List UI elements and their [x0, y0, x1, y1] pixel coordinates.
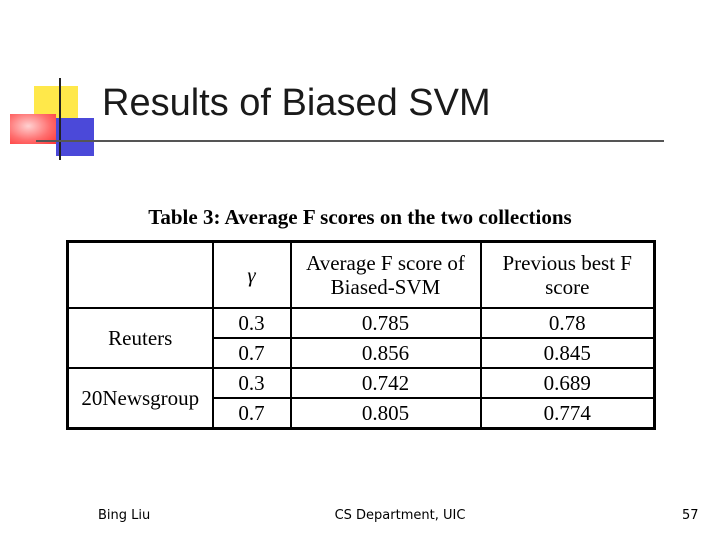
avg-f-cell: 0.742	[289, 367, 482, 399]
prev-best-cell: 0.845	[479, 337, 656, 369]
logo-red-shape	[10, 114, 56, 144]
footer-department: CS Department, UIC	[334, 508, 466, 523]
slide-logo	[0, 0, 100, 170]
slide-title: Results of Biased SVM	[102, 82, 491, 124]
table-row: Reuters 0.3 0.785 0.78	[66, 307, 656, 369]
group-label-20newsgroup: 20Newsgroup	[66, 367, 214, 430]
gamma-cell: 0.3	[211, 307, 292, 339]
table-row: 0.7 0.856 0.845	[68, 337, 656, 369]
table-caption: Table 3: Average F scores on the two col…	[148, 205, 572, 229]
prev-best-cell: 0.689	[479, 367, 656, 399]
avg-f-cell: 0.856	[289, 337, 482, 369]
logo-blue-square	[56, 118, 94, 156]
header-avg-f: Average F score of Biased-SVM	[289, 240, 482, 309]
gamma-cell: 0.7	[211, 397, 292, 430]
group-label-reuters: Reuters	[66, 307, 214, 369]
prev-best-cell: 0.774	[479, 397, 656, 430]
table-row: 0.7 0.805 0.774	[68, 397, 656, 430]
title-underline	[36, 140, 664, 142]
header-group-cell	[66, 240, 214, 309]
gamma-cell: 0.3	[211, 367, 292, 399]
table-header-row: γ Average F score of Biased-SVM Previous…	[66, 240, 656, 309]
table-row: 20Newsgroup 0.3 0.742 0.689	[66, 367, 656, 430]
avg-f-cell: 0.785	[289, 307, 482, 339]
results-table: γ Average F score of Biased-SVM Previous…	[66, 240, 656, 430]
header-prev-best: Previous best F score	[479, 240, 656, 309]
gamma-cell: 0.7	[211, 337, 292, 369]
prev-best-cell: 0.78	[479, 307, 656, 339]
header-gamma: γ	[211, 240, 292, 309]
footer-author: Bing Liu	[98, 508, 151, 523]
avg-f-cell: 0.805	[289, 397, 482, 430]
logo-vertical-line	[59, 78, 61, 160]
footer-page-number: 57	[682, 508, 699, 523]
